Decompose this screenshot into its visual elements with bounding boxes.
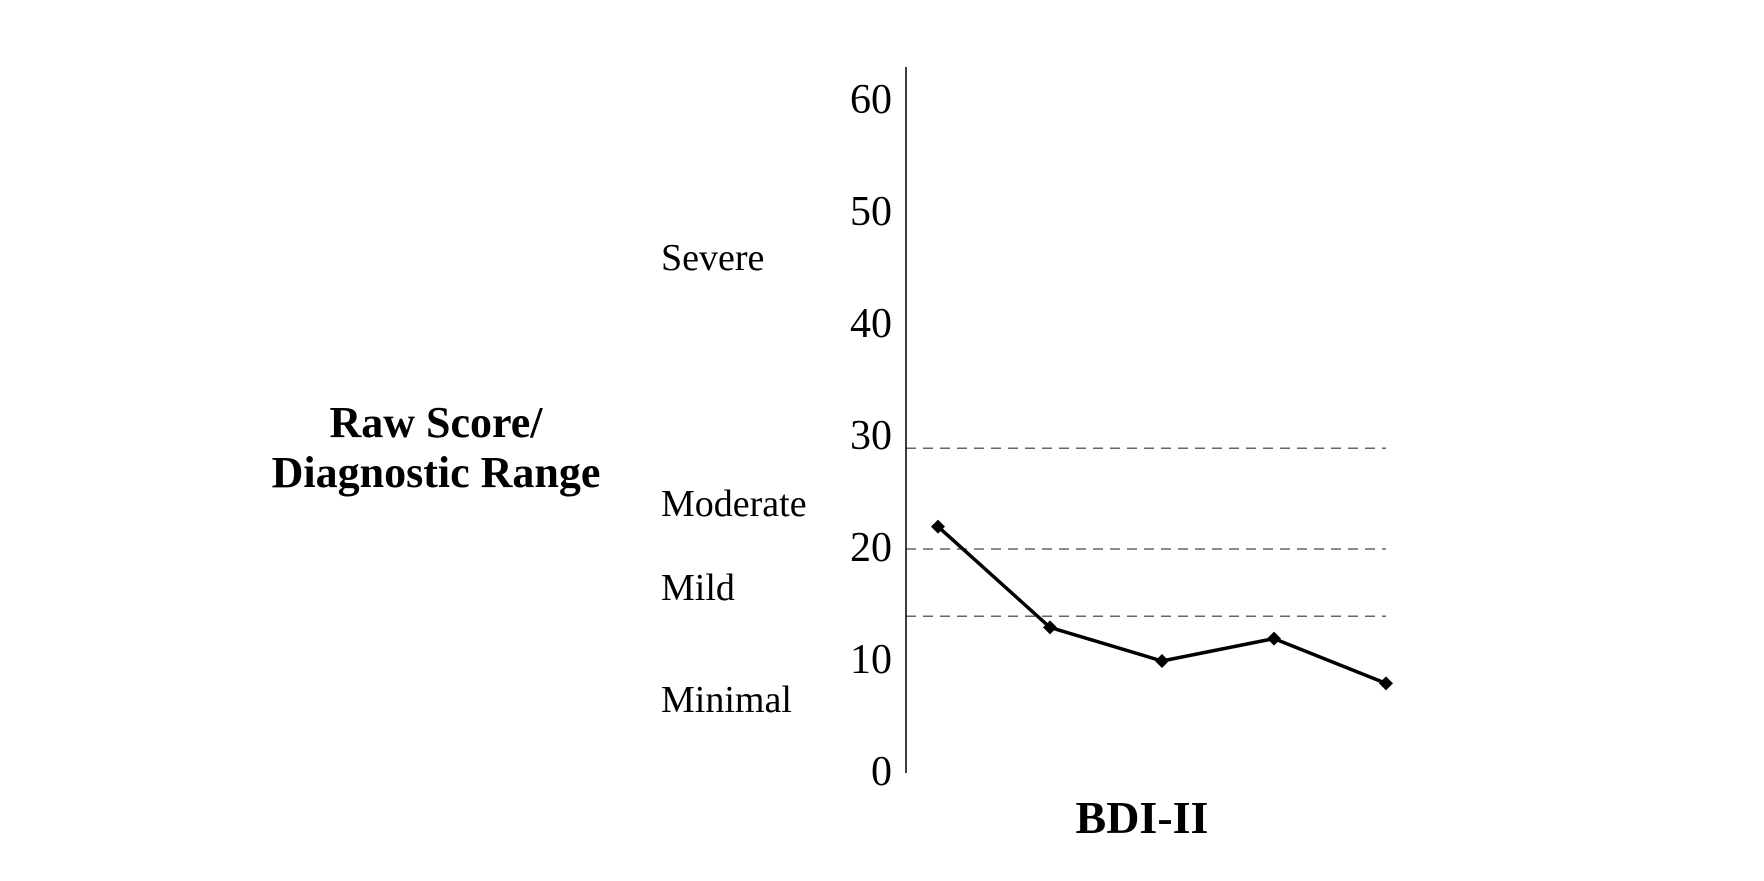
y-axis-label-line: Raw Score/	[329, 398, 543, 447]
range-labels: Severe Moderate Mild Minimal	[661, 237, 807, 721]
series-layer	[931, 519, 1393, 691]
range-label-minimal: Minimal	[661, 679, 792, 721]
y-axis-label-line: Diagnostic Range	[272, 448, 601, 497]
range-label-moderate: Moderate	[661, 483, 807, 525]
y-tick-label: 40	[850, 301, 892, 347]
x-axis-label: BDI-II	[1076, 792, 1209, 843]
data-point	[1379, 676, 1393, 691]
y-tick-label: 30	[850, 413, 892, 459]
y-tick-label: 10	[850, 637, 892, 683]
y-tick-labels: 0 10 20 30 40 50 60	[850, 77, 892, 795]
range-label-severe: Severe	[661, 237, 764, 279]
data-point	[1043, 620, 1057, 635]
y-tick-label: 20	[850, 525, 892, 571]
data-point	[1267, 631, 1281, 646]
y-tick-label: 50	[850, 189, 892, 235]
data-point	[1155, 654, 1169, 668]
threshold-lines	[906, 447, 1386, 617]
data-point	[931, 519, 945, 534]
y-tick-label: 60	[850, 77, 892, 123]
range-label-mild: Mild	[661, 567, 735, 609]
y-tick-label: 0	[871, 749, 892, 795]
y-axis-label: Raw Score/Diagnostic Range	[272, 398, 601, 497]
